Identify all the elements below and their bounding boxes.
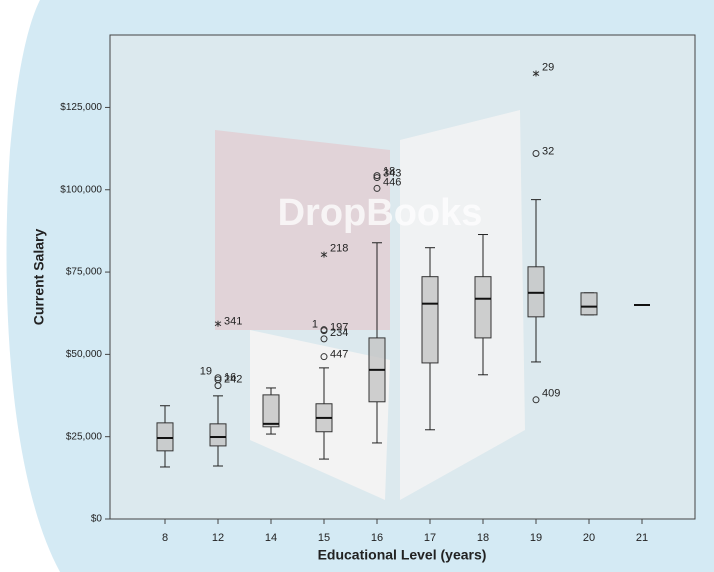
outlier-label: 234 (330, 327, 348, 339)
watermark: DropBooks (278, 192, 483, 234)
extreme-marker (532, 70, 540, 77)
outlier-marker (373, 172, 381, 180)
box (262, 394, 280, 428)
outlier-label: 341 (224, 316, 242, 328)
watermark-shape (400, 110, 525, 500)
outlier-label: 343 (383, 167, 401, 179)
x-tick-label: 12 (212, 532, 224, 544)
outlier-marker (373, 184, 381, 192)
box (421, 276, 439, 364)
box (156, 422, 174, 452)
outlier-marker (214, 374, 222, 382)
y-tick-label: $50,000 (66, 349, 103, 360)
x-tick-label: 21 (636, 532, 648, 544)
box (474, 276, 492, 339)
x-tick-label: 17 (424, 532, 436, 544)
outlier-label: 32 (542, 145, 554, 157)
x-tick-label: 18 (477, 532, 489, 544)
y-axis-title: Current Salary (31, 229, 47, 326)
outlier-label: 18 (383, 165, 395, 177)
outlier-label: 1 (312, 319, 318, 331)
outlier-marker (320, 335, 328, 343)
x-axis-title: Educational Level (years) (318, 547, 487, 563)
y-tick-label: $100,000 (60, 184, 102, 195)
outlier-marker (373, 174, 381, 182)
outlier-marker (320, 326, 328, 334)
extreme-marker (214, 320, 222, 327)
box (209, 423, 227, 447)
outlier-label: 197 (330, 322, 348, 334)
outlier-marker (532, 150, 540, 158)
outlier-label: 16 (224, 372, 236, 384)
x-tick-label: 8 (162, 532, 168, 544)
extreme-marker (320, 251, 328, 258)
outlier-label: 29 (542, 61, 554, 73)
x-tick-label: 14 (265, 532, 277, 544)
outlier-marker (320, 353, 328, 361)
y-tick-label: $125,000 (60, 102, 102, 113)
outlier-label: 446 (383, 176, 401, 188)
y-tick-label: $25,000 (66, 431, 103, 442)
y-tick-label: $75,000 (66, 267, 103, 278)
watermark-shape (215, 130, 390, 330)
outlier-label: 409 (542, 388, 560, 400)
outlier-label: 447 (330, 349, 348, 361)
outlier-label: 218 (330, 243, 348, 255)
outlier-marker (532, 396, 540, 404)
outlier-label: 19 (200, 366, 212, 378)
box (580, 292, 598, 316)
x-tick-label: 19 (530, 532, 542, 544)
x-tick-label: 15 (318, 532, 330, 544)
outlier-label: 242 (224, 374, 242, 386)
outlier-marker (214, 382, 222, 390)
x-tick-label: 20 (583, 532, 595, 544)
y-tick-label: $0 (91, 514, 103, 525)
x-tick-label: 16 (371, 532, 383, 544)
